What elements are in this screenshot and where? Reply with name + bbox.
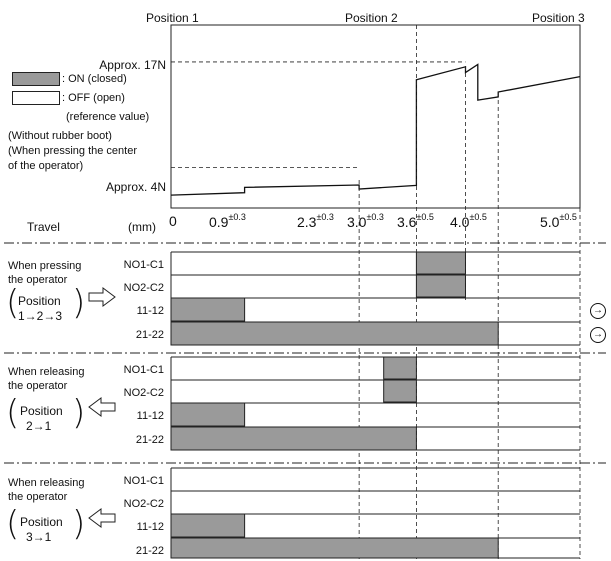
section-2-line2: the operator <box>8 380 68 392</box>
contact-on-bar-s3-r4-1 <box>170 537 499 559</box>
row-label-s2-no1: NO1-C1 <box>123 364 164 376</box>
travel-tick-5-0: 5.0±0.5 <box>540 212 577 231</box>
legend-on-swatch <box>12 72 60 86</box>
legend-off-label: : OFF (open) <box>62 92 125 104</box>
direction-arrow-icon-1 <box>88 287 116 307</box>
contact-on-bar-s2-r2-1 <box>383 379 417 403</box>
direction-arrow-icon-3 <box>88 508 116 528</box>
section-1-position-label: Position <box>18 294 61 308</box>
travel-tick-0: 0 <box>169 213 177 229</box>
row-label-s3-nc21: 21-22 <box>135 545 164 557</box>
row-label-s3-no1: NO1-C1 <box>123 475 164 487</box>
section-2-line1: When releasing <box>8 366 85 378</box>
row-label-s3-no2: NO2-C2 <box>123 498 164 510</box>
contact-on-bar-s1-r4-1 <box>170 321 499 346</box>
force-high-label: Approx. 17N <box>99 58 166 72</box>
row-label-s2-nc11: 11-12 <box>136 410 164 422</box>
contact-on-bar-s2-r1-1 <box>383 356 417 380</box>
legend-on-label: : ON (closed) <box>62 73 127 85</box>
travel-unit: (mm) <box>128 220 156 234</box>
travel-label: Travel <box>27 220 60 234</box>
note-rubber-boot: (Without rubber boot) <box>8 130 112 142</box>
continuation-arrow-icon-2: → <box>590 327 606 343</box>
row-label-s2-nc21: 21-22 <box>135 434 164 446</box>
section-3-position-sequence: 3→1 <box>26 530 52 544</box>
section-1-line1: When pressing <box>8 260 82 272</box>
force-low-label: Approx. 4N <box>105 180 166 194</box>
contact-on-bar-s2-r3-1 <box>170 402 246 427</box>
contact-on-bar-s1-r2-1 <box>415 274 466 298</box>
contact-on-bar-s2-r4-1 <box>170 426 417 451</box>
note-operator: of the operator) <box>8 160 84 172</box>
section-3-open-paren: ( <box>6 504 20 544</box>
note-center-press: (When pressing the center <box>8 145 138 157</box>
section-1-close-paren: ) <box>72 283 86 323</box>
force-travel-curve <box>170 63 581 196</box>
position-3-label: Position 3 <box>532 11 585 25</box>
section-1-position-sequence: 1→2→3 <box>18 309 63 323</box>
row-label-s1-nc11: 11-12 <box>136 305 164 317</box>
section-2-close-paren: ) <box>72 393 86 433</box>
section-2-open-paren: ( <box>6 393 20 433</box>
section-2-position-label: Position <box>20 404 63 418</box>
section-3-line2: the operator <box>8 491 68 503</box>
section-2-position-sequence: 2→1 <box>26 419 52 433</box>
section-1-open-paren: ( <box>6 283 20 323</box>
contact-on-bar-s3-r3-1 <box>170 513 246 538</box>
section-1-line2: the operator <box>8 274 68 286</box>
row-label-s1-no2: NO2-C2 <box>123 282 164 294</box>
continuation-arrow-icon-1: → <box>590 303 606 319</box>
row-label-s3-nc11: 11-12 <box>136 521 164 533</box>
row-label-s1-nc21: 21-22 <box>135 329 164 341</box>
section-3-position-label: Position <box>20 515 63 529</box>
travel-tick-3-6: 3.6±0.5 <box>397 212 434 231</box>
row-label-s1-no1: NO1-C1 <box>123 259 164 271</box>
direction-arrow-icon-2 <box>88 397 116 417</box>
legend-off-note: (reference value) <box>66 111 150 123</box>
contact-on-bar-s1-r3-1 <box>170 297 246 322</box>
position-2-label: Position 2 <box>345 11 398 25</box>
travel-tick-4-0: 4.0±0.5 <box>450 212 487 231</box>
travel-tick-3-0: 3.0±0.3 <box>347 212 384 231</box>
travel-tick-0-9: 0.9±0.3 <box>209 212 246 231</box>
contact-on-bar-s1-r1-1 <box>415 251 466 275</box>
row-label-s2-no2: NO2-C2 <box>123 387 164 399</box>
force-plot-frame <box>170 24 581 209</box>
section-3-line1: When releasing <box>8 477 85 489</box>
legend-off-swatch <box>12 91 60 105</box>
section-3-close-paren: ) <box>72 504 86 544</box>
travel-tick-2-3: 2.3±0.3 <box>297 212 334 231</box>
position-1-label: Position 1 <box>146 11 199 25</box>
